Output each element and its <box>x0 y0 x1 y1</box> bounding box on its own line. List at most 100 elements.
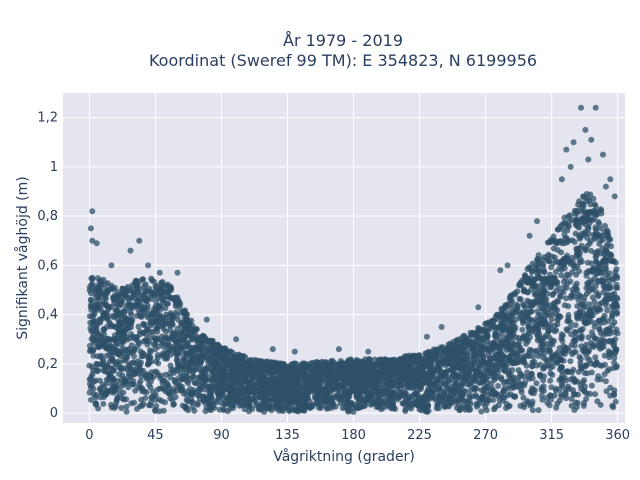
data-point <box>95 405 102 412</box>
data-point <box>499 323 506 330</box>
data-point <box>601 257 607 264</box>
data-point <box>135 323 142 330</box>
data-point <box>488 368 495 375</box>
data-point <box>150 329 157 336</box>
data-point <box>555 238 562 245</box>
data-point <box>541 350 548 357</box>
data-point <box>611 301 618 308</box>
data-point <box>554 307 561 314</box>
data-point <box>104 313 111 320</box>
data-point <box>594 279 601 285</box>
data-point <box>296 366 303 373</box>
data-point <box>601 352 608 359</box>
data-point <box>216 343 222 350</box>
data-point <box>580 193 587 200</box>
data-point <box>245 382 252 389</box>
data-point <box>152 368 159 375</box>
data-point <box>281 393 288 400</box>
data-point <box>583 395 590 402</box>
data-point <box>478 374 485 381</box>
data-point <box>564 369 571 375</box>
data-point <box>518 347 525 354</box>
data-point <box>567 358 574 365</box>
data-point <box>175 331 182 338</box>
data-point <box>88 290 94 297</box>
data-point <box>517 309 524 316</box>
data-point <box>595 373 602 380</box>
data-point <box>117 298 123 305</box>
data-point <box>508 360 515 367</box>
data-point <box>280 363 287 370</box>
data-point <box>592 267 599 273</box>
data-point <box>486 355 493 362</box>
data-point <box>109 312 116 319</box>
data-point <box>471 350 478 357</box>
data-point <box>571 407 578 413</box>
data-point <box>509 313 516 319</box>
data-point <box>457 387 464 394</box>
data-point <box>545 327 552 334</box>
data-point <box>402 408 409 414</box>
data-point <box>575 252 582 259</box>
data-point <box>459 379 466 386</box>
data-point <box>597 336 604 343</box>
data-point <box>280 376 287 383</box>
data-point <box>101 294 108 301</box>
data-point <box>174 325 181 332</box>
data-point <box>87 396 94 403</box>
data-point <box>539 396 546 403</box>
data-point <box>453 337 460 344</box>
data-point <box>308 402 315 409</box>
data-point <box>532 266 539 273</box>
data-point <box>456 407 463 413</box>
data-point <box>106 370 113 377</box>
data-point <box>596 306 603 312</box>
data-point <box>86 362 93 369</box>
data-point <box>562 275 569 282</box>
data-point <box>607 257 614 264</box>
data-point <box>434 376 441 383</box>
data-point <box>140 329 147 336</box>
data-point <box>92 317 99 324</box>
data-point <box>596 240 603 247</box>
data-point <box>143 389 150 396</box>
data-point <box>606 236 613 243</box>
data-point <box>136 340 143 347</box>
data-point <box>572 391 579 398</box>
data-point <box>140 320 147 327</box>
data-point <box>161 355 168 362</box>
data-point <box>581 208 588 215</box>
data-point <box>601 361 608 368</box>
data-point <box>268 407 275 414</box>
data-point <box>601 297 608 304</box>
data-point <box>595 218 602 225</box>
data-point <box>227 390 234 397</box>
data-point <box>567 278 574 285</box>
data-point <box>103 376 110 383</box>
data-point <box>376 356 383 363</box>
data-point <box>88 373 95 380</box>
data-point <box>552 268 559 275</box>
data-point <box>512 393 518 400</box>
data-point <box>579 315 585 322</box>
data-point <box>583 290 590 297</box>
data-point <box>139 312 146 319</box>
data-point <box>481 385 488 392</box>
data-point <box>162 305 169 312</box>
data-point <box>196 353 203 360</box>
data-point <box>162 399 168 406</box>
data-point <box>499 394 506 401</box>
data-point <box>580 201 587 208</box>
data-point <box>587 308 594 315</box>
data-point <box>128 400 135 407</box>
data-point <box>576 291 582 298</box>
data-point <box>581 377 588 384</box>
data-point <box>442 403 448 410</box>
data-point <box>584 280 591 287</box>
data-point <box>533 380 540 387</box>
data-point <box>537 361 544 368</box>
data-point <box>523 333 530 339</box>
data-point <box>575 201 582 208</box>
data-point <box>548 316 555 323</box>
data-point <box>148 394 155 401</box>
